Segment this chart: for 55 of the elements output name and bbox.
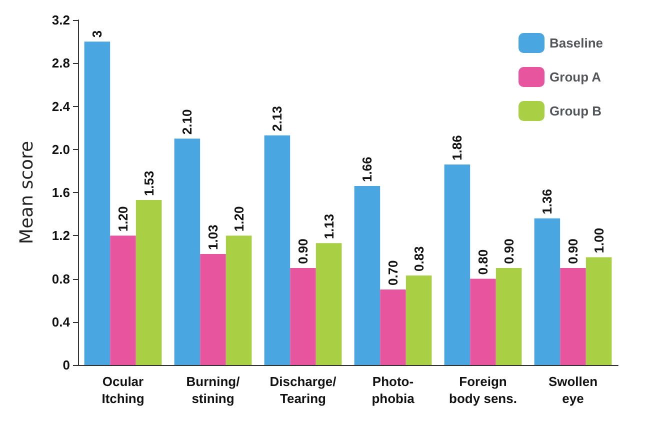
- bar: [470, 278, 496, 365]
- data-label: 1.53: [141, 170, 156, 196]
- data-label: 3: [90, 30, 105, 38]
- bar: [84, 42, 110, 365]
- x-tick-label: Ocular Itching: [102, 374, 144, 406]
- data-label: 1.13: [321, 214, 336, 240]
- x-tick-label: Discharge/ Tearing: [270, 374, 337, 406]
- data-label: 1.20: [116, 206, 130, 232]
- y-tick-label: 2.8: [52, 56, 70, 71]
- x-tick-label: Burning/ stining: [186, 374, 240, 406]
- legend-label: Group B: [550, 104, 602, 118]
- y-tick-label: 2.0: [52, 142, 70, 157]
- bar: [534, 218, 560, 365]
- bar: [174, 138, 200, 365]
- bar: [560, 268, 586, 365]
- y-tick-label: 1.2: [52, 228, 70, 244]
- x-tick-label: Photo- phobia: [372, 374, 416, 406]
- bar: [586, 257, 612, 365]
- data-label: 2.10: [180, 109, 195, 135]
- bar: [264, 135, 290, 365]
- x-tick-label: Swollen eye: [548, 374, 598, 406]
- y-tick-label: 0: [62, 358, 70, 372]
- data-label: 1.66: [360, 156, 375, 182]
- data-label: 1.20: [231, 206, 246, 232]
- bar: [200, 254, 226, 365]
- data-label: 0.90: [296, 238, 310, 264]
- data-label: 0.90: [501, 238, 516, 264]
- data-label: 0.70: [386, 260, 400, 286]
- bar: [354, 186, 380, 365]
- data-label: 0.90: [566, 238, 580, 264]
- bar: [136, 200, 162, 365]
- y-tick-label: 3.2: [52, 12, 70, 28]
- data-label: 1.00: [591, 228, 606, 254]
- data-label: 1.86: [450, 135, 465, 160]
- bar: [496, 268, 522, 365]
- legend-label: Group A: [550, 70, 602, 84]
- data-label: 1.36: [540, 189, 555, 214]
- bar: [226, 236, 252, 365]
- y-axis-title: Mean score: [16, 140, 38, 244]
- y-tick-label: 2.4: [52, 98, 71, 114]
- y-tick-label: 0.8: [52, 271, 70, 286]
- bar: [444, 164, 470, 365]
- bar: [290, 268, 316, 365]
- data-label: 0.80: [476, 249, 490, 275]
- bar: [380, 290, 406, 365]
- y-tick-label: 0.4: [52, 314, 71, 330]
- bar: [316, 243, 342, 365]
- data-label: 2.13: [270, 106, 285, 132]
- data-label: 0.83: [411, 246, 426, 272]
- y-tick-label: 1.6: [52, 185, 70, 200]
- bar: [406, 276, 432, 365]
- x-tick-label: Foreign body sens.: [449, 374, 517, 406]
- legend-label: Baseline: [550, 36, 604, 50]
- data-label: 1.03: [206, 224, 220, 250]
- bar: [110, 236, 136, 365]
